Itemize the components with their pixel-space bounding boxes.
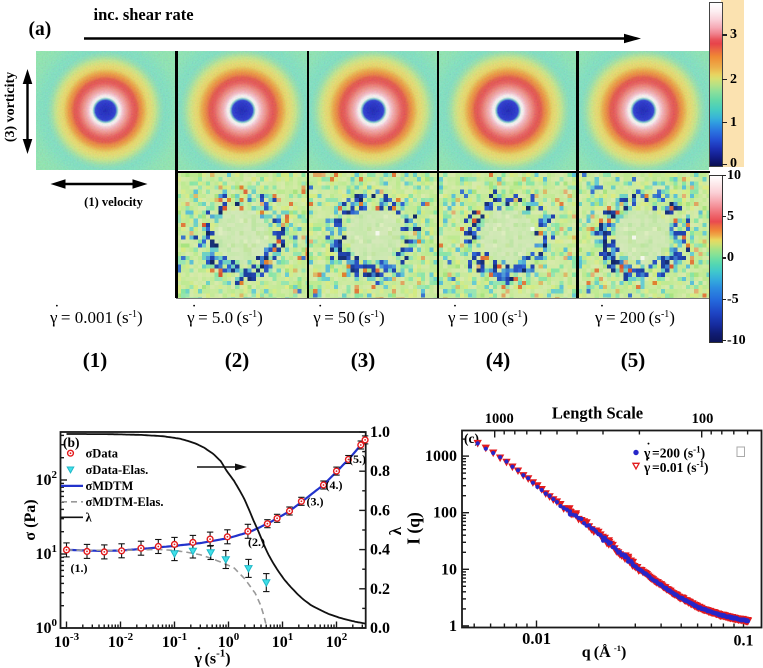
svg-text:γ: γ bbox=[643, 446, 651, 461]
svg-text:(5.): (5.) bbox=[349, 452, 366, 466]
svg-text:0.4: 0.4 bbox=[370, 542, 390, 559]
svg-text:σData: σData bbox=[86, 446, 119, 460]
svg-text:σMDTM: σMDTM bbox=[86, 479, 134, 493]
svg-text:0.8: 0.8 bbox=[370, 463, 390, 480]
svg-text:(4.): (4.) bbox=[326, 478, 343, 492]
svg-text:0.01: 0.01 bbox=[522, 629, 551, 648]
svg-text:σ (Pa): σ (Pa) bbox=[22, 499, 39, 540]
svg-text:γ: γ bbox=[194, 651, 203, 668]
svg-text:γ: γ bbox=[643, 460, 651, 475]
svg-text:λ: λ bbox=[86, 511, 93, 525]
svg-text:(3.): (3.) bbox=[307, 495, 324, 509]
svg-text:·: · bbox=[647, 437, 651, 451]
svg-text:100: 100 bbox=[692, 411, 714, 427]
svg-text:σData-Elas.: σData-Elas. bbox=[86, 463, 149, 477]
svg-text:(b): (b) bbox=[63, 435, 80, 450]
svg-text:1: 1 bbox=[449, 618, 457, 635]
svg-text:=0.01 (s-1): =0.01 (s-1) bbox=[652, 459, 708, 475]
svg-text:Length Scale: Length Scale bbox=[552, 404, 643, 423]
svg-text:q (Å -1): q (Å -1) bbox=[582, 643, 627, 661]
svg-text:1.0: 1.0 bbox=[370, 424, 390, 441]
svg-text:0.6: 0.6 bbox=[370, 502, 390, 519]
svg-text:λ: λ bbox=[386, 526, 405, 535]
svg-text:·: · bbox=[197, 641, 202, 657]
svg-text:=200 (s-1): =200 (s-1) bbox=[652, 445, 705, 461]
svg-text:1000: 1000 bbox=[485, 411, 514, 427]
svg-text:0.2: 0.2 bbox=[370, 581, 390, 598]
svg-text:0.0: 0.0 bbox=[370, 620, 390, 637]
svg-text:(1.): (1.) bbox=[71, 561, 88, 575]
svg-text:10: 10 bbox=[441, 561, 457, 578]
svg-text:I (q): I (q) bbox=[404, 512, 424, 545]
svg-text:100: 100 bbox=[433, 505, 457, 522]
svg-text:0.1: 0.1 bbox=[734, 633, 754, 650]
svg-text:(2.): (2.) bbox=[248, 535, 265, 549]
svg-text:·: · bbox=[647, 451, 651, 465]
svg-text:1000: 1000 bbox=[425, 448, 457, 465]
svg-text:σMDTM-Elas.: σMDTM-Elas. bbox=[86, 495, 164, 509]
